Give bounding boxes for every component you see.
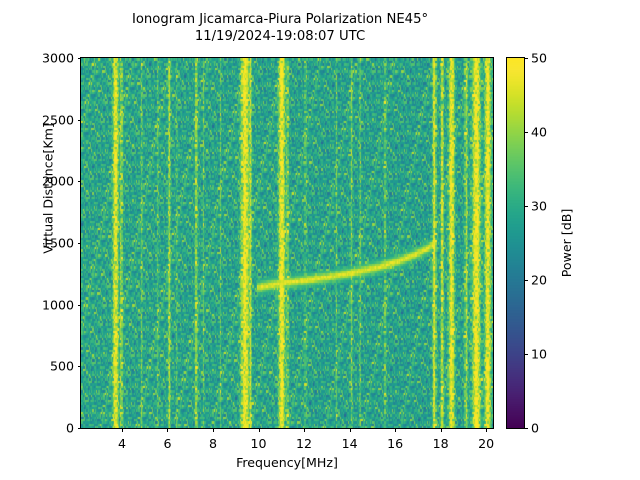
x-axis-tick-label: 18 xyxy=(432,436,449,451)
colorbar-tick-label: 20 xyxy=(531,272,548,288)
x-axis-tick-label: 4 xyxy=(117,436,126,451)
x-axis-tick-mark xyxy=(349,428,351,432)
colorbar-tick-mark xyxy=(524,132,528,133)
colorbar-tick-mark xyxy=(524,354,528,355)
x-axis-tick-mark xyxy=(486,428,488,432)
x-axis-tick-mark xyxy=(213,428,215,432)
x-axis-tick-mark xyxy=(167,428,169,432)
x-axis-tick-mark xyxy=(304,428,306,432)
y-axis-tick-label: 3000 xyxy=(41,50,74,66)
colorbar-tick-mark xyxy=(524,428,528,429)
x-axis-tick-label: 16 xyxy=(387,436,404,451)
x-axis-tick-mark xyxy=(440,428,442,432)
y-axis-tick-mark xyxy=(77,119,81,121)
x-axis-tick-mark xyxy=(395,428,397,432)
y-axis-tick-mark xyxy=(77,243,81,244)
x-axis-tick-label: 10 xyxy=(250,436,267,451)
colorbar-tick-label: 50 xyxy=(531,50,548,66)
y-axis-tick-label: 2000 xyxy=(41,173,74,189)
x-axis-tick-label: 12 xyxy=(296,436,313,451)
colorbar: Power [dB] 0 10 20 30 40 50 xyxy=(506,51,574,436)
colorbar-tick-label: 30 xyxy=(531,198,548,214)
colorbar-tick-label: 40 xyxy=(531,124,548,140)
x-axis-label: Frequency[MHz] xyxy=(236,455,338,470)
x-axis-tick-mark xyxy=(258,428,260,432)
colorbar-tick-mark xyxy=(524,280,528,281)
y-axis-tick-mark xyxy=(77,428,81,429)
ionogram-heatmap-canvas xyxy=(81,58,493,428)
colorbar-tick-mark xyxy=(524,58,528,59)
y-axis-tick-mark xyxy=(77,181,81,183)
title-line-2: 11/19/2024-19:08:07 UTC xyxy=(194,29,366,44)
figure-title: Ionogram Jicamarca-Piura Polarization NE… xyxy=(0,11,560,45)
y-axis-tick-mark xyxy=(77,304,81,306)
y-axis-tick-label: 2500 xyxy=(41,112,74,128)
colorbar-label: Power [dB] xyxy=(559,208,574,278)
y-axis-tick-label: 0 xyxy=(65,420,74,436)
y-axis-tick-mark xyxy=(77,366,81,368)
colorbar-tick-mark xyxy=(524,206,528,207)
x-axis-tick-mark xyxy=(121,428,123,432)
x-axis-tick-label: 14 xyxy=(341,436,358,451)
colorbar-gradient xyxy=(507,58,524,428)
x-axis-tick-label: 6 xyxy=(163,436,172,451)
x-axis-tick-label: 8 xyxy=(209,436,218,451)
x-axis-tick-label: 20 xyxy=(478,436,495,451)
y-axis-tick-label: 1000 xyxy=(41,297,74,313)
y-axis-tick-label: 1500 xyxy=(41,235,74,251)
colorbar-tick-label: 10 xyxy=(531,346,548,362)
y-axis-tick-label: 500 xyxy=(49,358,74,374)
y-axis-tick-mark xyxy=(77,58,81,59)
title-line-1: Ionogram Jicamarca-Piura Polarization NE… xyxy=(131,12,429,27)
colorbar-tick-label: 0 xyxy=(531,420,540,436)
